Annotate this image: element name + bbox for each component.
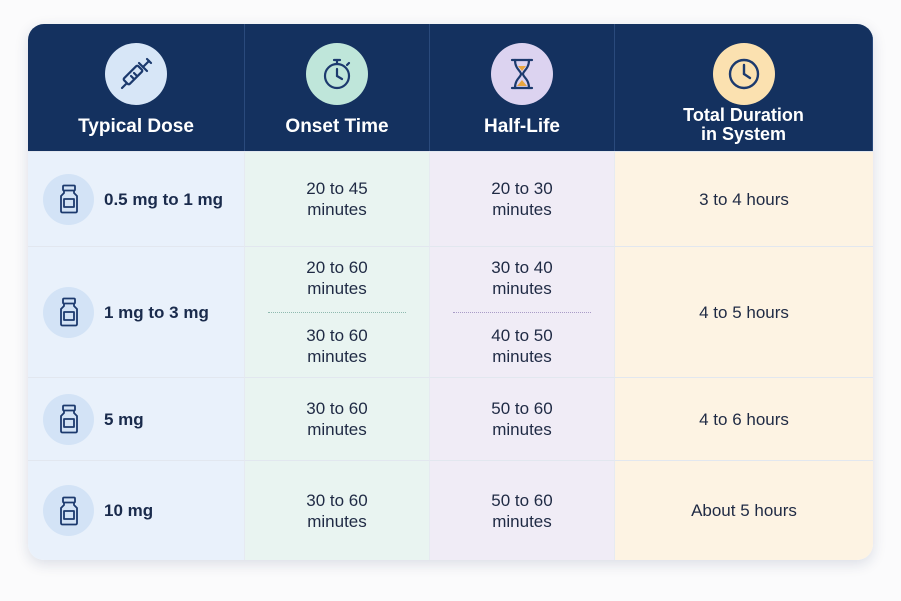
half-life-cell: 50 to 60 minutes <box>430 377 615 460</box>
dose-label: 10 mg <box>104 501 154 520</box>
onset-cell: 20 to 45 minutes <box>245 151 430 246</box>
vial-icon <box>43 485 94 536</box>
half-life-unit: minutes <box>492 200 552 219</box>
dose-label: 0.5 mg to 1 mg <box>104 189 224 209</box>
header-typical-dose: Typical Dose <box>28 24 245 151</box>
total-duration-cell: 4 to 6 hours <box>615 377 873 460</box>
header-label: Total Duration in System <box>615 106 872 144</box>
header-label: Typical Dose <box>78 116 194 137</box>
half-life-unit: minutes <box>492 347 552 366</box>
half-life-cell: 20 to 30 minutes <box>430 151 615 246</box>
half-life-cell: 50 to 60 minutes <box>430 460 615 560</box>
vial-icon <box>43 393 94 445</box>
onset-range: 30 to 60 <box>306 490 368 510</box>
onset-unit: minutes <box>307 420 367 439</box>
onset-range: 20 to 60 <box>306 258 368 277</box>
half-life-range: 40 to 50 <box>491 326 553 345</box>
dose-label: 5 mg <box>104 409 144 429</box>
onset-range: 30 to 60 <box>306 399 368 418</box>
table-row-dose: 10 mg <box>28 460 245 560</box>
onset-cell: 30 to 60 minutes <box>245 460 430 560</box>
hourglass-icon <box>491 43 553 105</box>
dose-label: 1 mg to 3 mg <box>104 302 209 322</box>
table-row-dose: 5 mg <box>28 377 245 460</box>
header-label: Onset Time <box>285 116 389 137</box>
table-row-dose: 1 mg to 3 mg <box>28 246 245 377</box>
half-life-unit: minutes <box>492 420 552 439</box>
total-duration-cell: About 5 hours <box>615 460 873 560</box>
onset-cell: 30 to 60 minutes <box>245 377 430 460</box>
dotted-divider <box>453 312 591 313</box>
header-label: Half-Life <box>484 116 560 137</box>
stopwatch-icon <box>306 43 368 105</box>
onset-unit: minutes <box>307 511 367 531</box>
total-duration-cell: 4 to 5 hours <box>615 246 873 377</box>
vial-icon <box>43 286 94 338</box>
half-life-unit: minutes <box>492 279 552 298</box>
onset-unit: minutes <box>307 279 367 298</box>
half-life-range: 30 to 40 <box>491 258 553 277</box>
onset-range: 20 to 45 <box>306 179 368 198</box>
clock-icon <box>712 43 775 105</box>
half-life-cell: 30 to 40 minutes 40 to 50 minutes <box>430 246 615 377</box>
half-life-unit: minutes <box>492 511 552 531</box>
syringe-icon <box>105 43 167 105</box>
dotted-divider <box>268 312 406 313</box>
table-row-dose: 0.5 mg to 1 mg <box>28 151 245 246</box>
half-life-range: 20 to 30 <box>491 179 553 198</box>
onset-range: 30 to 60 <box>306 326 368 345</box>
onset-cell: 20 to 60 minutes 30 to 60 minutes <box>245 246 430 377</box>
header-label-line2: in System <box>700 124 787 144</box>
vial-icon <box>43 173 94 225</box>
half-life-range: 50 to 60 <box>491 399 553 418</box>
onset-unit: minutes <box>307 347 367 366</box>
header-onset-time: Onset Time <box>245 24 430 151</box>
onset-unit: minutes <box>307 200 367 219</box>
half-life-range: 50 to 60 <box>491 490 553 510</box>
header-label-line1: Total Duration <box>683 105 804 125</box>
total-duration-cell: 3 to 4 hours <box>615 151 873 246</box>
header-half-life: Half-Life <box>430 24 615 151</box>
header-total-duration: Total Duration in System <box>615 24 873 151</box>
dosage-table: Typical Dose Onset Time <box>28 24 873 560</box>
